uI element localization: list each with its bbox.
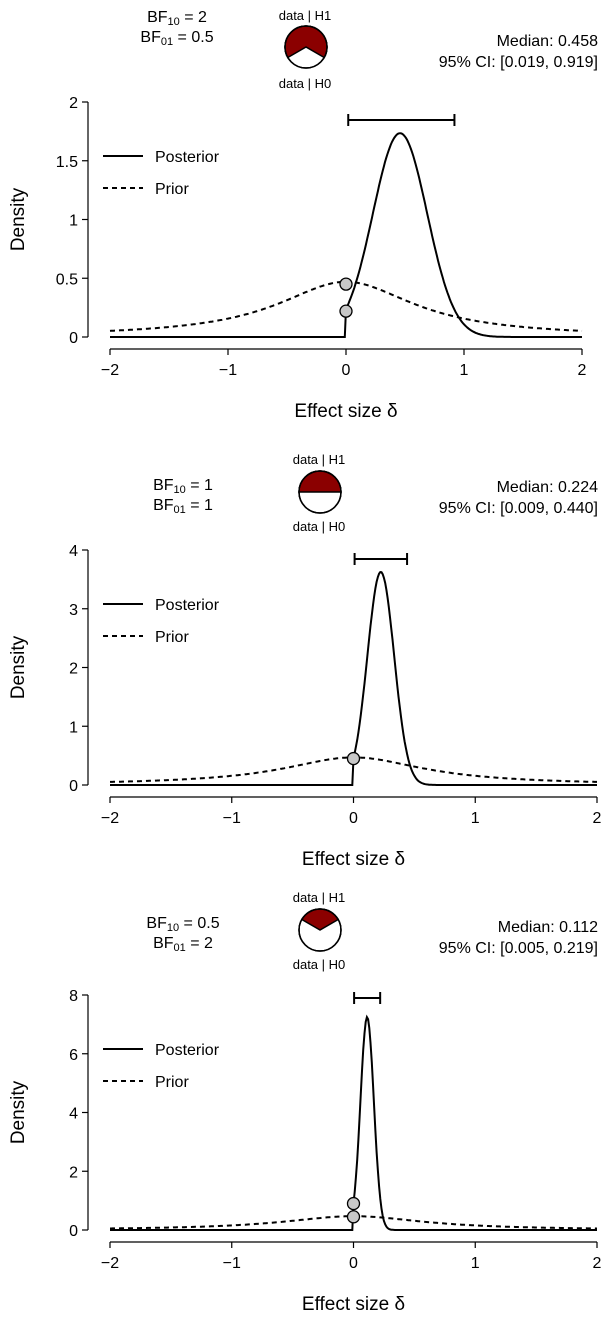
legend-prior-label: Prior: [155, 1074, 189, 1091]
x-axis-title: Effect size δ: [302, 849, 405, 870]
y-axis-title: Density: [8, 1080, 29, 1144]
x-tick-label: 2: [578, 362, 587, 379]
x-tick-label: 2: [593, 1255, 602, 1272]
bf01-subscript: 01: [173, 504, 186, 516]
density-point-at-zero: [339, 304, 353, 318]
x-axis-title: Effect size δ: [302, 1294, 405, 1315]
bf10-value: 2: [198, 9, 207, 26]
chart-panel-3: BF10 = 0.5 BF01 = 2 data | H1 data | H0 …: [0, 880, 612, 1318]
x-tick-label: −2: [101, 810, 119, 827]
y-tick-label: 0: [69, 1223, 78, 1240]
pie-outline: [284, 25, 328, 69]
pie-bottom-label: data | H0: [278, 76, 332, 91]
bf10-subscript: 10: [173, 484, 186, 496]
bf10-value: 1: [204, 477, 213, 494]
y-tick-label: 0.5: [56, 271, 78, 288]
x-tick-label: −2: [101, 362, 119, 379]
x-axis-title: Effect size δ: [294, 401, 397, 422]
y-tick-label: 4: [69, 543, 78, 560]
ci-text: 95% CI: [0.009, 0.440]: [438, 500, 598, 517]
bf10-label: BF: [153, 477, 174, 494]
pie-h1-slice: [298, 470, 342, 493]
pie-top-label: data | H1: [292, 452, 346, 467]
y-tick-label: 2: [69, 1164, 78, 1181]
x-tick-label: −2: [101, 1255, 119, 1272]
y-axis-title: Density: [8, 187, 29, 251]
pie-bottom-label: data | H0: [292, 957, 346, 972]
median-text: Median: 0.112: [497, 919, 598, 936]
chart-panel-1: BF10 = 2 BF01 = 0.5 data | H1 data | H0 …: [0, 0, 612, 440]
y-tick-label: 0: [69, 330, 78, 347]
x-tick-label: 0: [349, 810, 358, 827]
bf10-value: 0.5: [197, 915, 220, 932]
bf01-label: BF: [140, 29, 161, 46]
legend-posterior-label: Posterior: [155, 149, 220, 166]
density-point-at-zero: [346, 751, 361, 766]
bayes-factor-block: BF10 = 2 BF01 = 0.5: [112, 8, 242, 48]
y-tick-label: 2: [69, 95, 78, 112]
posterior-stats: Median: 0.112 95% CI: [0.005, 0.219]: [439, 917, 598, 959]
bf01-line: BF01 = 2: [153, 935, 213, 954]
bf10-subscript: 10: [166, 922, 180, 934]
x-tick-label: 0: [349, 1255, 358, 1272]
bf01-value: 2: [204, 935, 213, 952]
ci-text: 95% CI: [0.019, 0.919]: [438, 54, 598, 71]
y-tick-label: 1.5: [56, 154, 78, 171]
pie-outline: [298, 908, 342, 952]
x-tick-label: −1: [219, 362, 237, 379]
bf01-subscript: 01: [160, 36, 174, 48]
bf01-label: BF: [153, 497, 174, 514]
y-tick-label: 1: [69, 213, 78, 230]
x-tick-label: −1: [223, 810, 241, 827]
y-tick-label: 6: [69, 1047, 78, 1064]
bf10-line: BF10 = 1: [153, 477, 213, 496]
legend-prior-label: Prior: [155, 181, 189, 198]
legend-posterior-label: Posterior: [155, 1042, 220, 1059]
bf10-label: BF: [147, 9, 168, 26]
pie-top-label: data | H1: [292, 890, 346, 905]
median-text: Median: 0.224: [496, 479, 598, 496]
bf10-subscript: 10: [167, 16, 180, 28]
bayes-factor-block: BF10 = 0.5 BF01 = 2: [118, 914, 248, 954]
density-point-at-zero: [346, 1210, 361, 1224]
y-tick-label: 3: [69, 602, 78, 619]
y-tick-label: 8: [69, 988, 78, 1005]
bf01-subscript: 01: [173, 942, 186, 954]
y-tick-label: 2: [69, 661, 78, 678]
bf01-line: BF01 = 1: [153, 497, 213, 516]
ci-text: 95% CI: [0.005, 0.219]: [438, 940, 598, 957]
median-text: Median: 0.458: [496, 33, 598, 50]
bayes-factor-block: BF10 = 1 BF01 = 1: [118, 476, 248, 516]
y-tick-label: 0: [69, 778, 78, 795]
x-tick-label: 0: [342, 362, 351, 379]
density-point-at-zero: [339, 277, 353, 291]
pie-top-label: data | H1: [278, 8, 332, 23]
posterior-stats: Median: 0.458 95% CI: [0.019, 0.919]: [439, 31, 598, 73]
x-tick-label: 1: [460, 362, 469, 379]
bf01-value: 0.5: [191, 29, 214, 46]
bf10-line: BF10 = 2: [147, 9, 207, 28]
legend-posterior-label: Posterior: [155, 597, 220, 614]
y-axis-title: Density: [8, 635, 29, 699]
x-tick-label: 2: [593, 810, 602, 827]
pie-bottom-label: data | H0: [292, 519, 346, 534]
x-tick-label: 1: [471, 810, 480, 827]
bf10-label: BF: [146, 915, 167, 932]
y-tick-label: 4: [69, 1106, 78, 1123]
pie-outline: [298, 470, 342, 514]
x-tick-label: −1: [223, 1255, 241, 1272]
chart-panel-2: BF10 = 1 BF01 = 1 data | H1 data | H0 Me…: [0, 440, 612, 880]
y-tick-label: 1: [69, 719, 78, 736]
bf01-label: BF: [153, 935, 174, 952]
density-point-at-zero: [346, 1196, 361, 1211]
bf01-value: 1: [204, 497, 213, 514]
legend-prior-label: Prior: [155, 629, 189, 646]
bf01-line: BF01 = 0.5: [140, 29, 214, 48]
bf10-line: BF10 = 0.5: [146, 915, 220, 934]
x-tick-label: 1: [471, 1255, 480, 1272]
posterior-stats: Median: 0.224 95% CI: [0.009, 0.440]: [439, 477, 598, 519]
